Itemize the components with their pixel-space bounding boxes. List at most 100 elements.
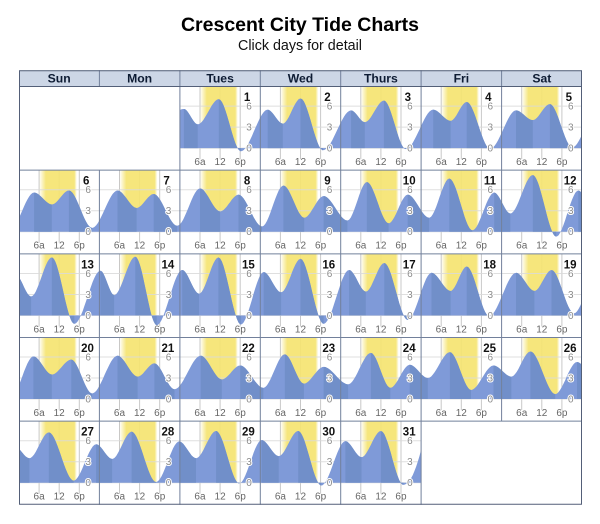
svg-text:5: 5 bbox=[566, 92, 573, 104]
svg-text:12: 12 bbox=[536, 408, 548, 419]
svg-text:18: 18 bbox=[483, 259, 496, 271]
svg-text:28: 28 bbox=[162, 427, 175, 439]
svg-text:6a: 6a bbox=[355, 492, 367, 503]
svg-text:12: 12 bbox=[295, 324, 307, 335]
svg-text:6: 6 bbox=[327, 353, 333, 364]
svg-text:6: 6 bbox=[568, 353, 574, 364]
svg-text:12: 12 bbox=[54, 408, 66, 419]
svg-text:6a: 6a bbox=[194, 492, 206, 503]
svg-text:3: 3 bbox=[327, 374, 333, 385]
svg-text:3: 3 bbox=[568, 206, 574, 217]
svg-text:6a: 6a bbox=[516, 241, 528, 252]
svg-text:6a: 6a bbox=[114, 492, 126, 503]
svg-text:6p: 6p bbox=[235, 408, 247, 419]
svg-text:3: 3 bbox=[488, 290, 494, 301]
svg-text:6a: 6a bbox=[194, 157, 206, 168]
svg-text:6a: 6a bbox=[114, 241, 126, 252]
svg-text:12: 12 bbox=[215, 408, 227, 419]
svg-text:12: 12 bbox=[375, 408, 387, 419]
svg-text:0: 0 bbox=[407, 395, 413, 406]
svg-text:6a: 6a bbox=[34, 408, 46, 419]
svg-text:12: 12 bbox=[134, 324, 146, 335]
svg-text:12: 12 bbox=[134, 492, 146, 503]
svg-text:6: 6 bbox=[166, 185, 172, 196]
svg-text:Wed: Wed bbox=[288, 71, 314, 85]
svg-text:4: 4 bbox=[485, 92, 492, 104]
svg-text:6a: 6a bbox=[114, 324, 126, 335]
svg-text:3: 3 bbox=[85, 206, 91, 217]
svg-text:3: 3 bbox=[407, 374, 413, 385]
svg-text:12: 12 bbox=[215, 492, 227, 503]
svg-text:6a: 6a bbox=[34, 241, 46, 252]
svg-text:6: 6 bbox=[83, 176, 89, 188]
svg-text:0: 0 bbox=[327, 395, 333, 406]
svg-text:6p: 6p bbox=[556, 408, 568, 419]
svg-text:6a: 6a bbox=[516, 324, 528, 335]
svg-text:6a: 6a bbox=[355, 157, 367, 168]
svg-text:6p: 6p bbox=[154, 492, 166, 503]
svg-text:1: 1 bbox=[244, 92, 251, 104]
svg-text:6a: 6a bbox=[194, 408, 206, 419]
svg-text:3: 3 bbox=[166, 290, 172, 301]
svg-text:2: 2 bbox=[324, 92, 330, 104]
svg-text:11: 11 bbox=[484, 176, 497, 188]
svg-text:Tues: Tues bbox=[206, 71, 234, 85]
svg-text:6a: 6a bbox=[275, 157, 287, 168]
svg-text:3: 3 bbox=[85, 457, 91, 468]
svg-text:6a: 6a bbox=[355, 241, 367, 252]
svg-text:9: 9 bbox=[324, 176, 330, 188]
svg-text:13: 13 bbox=[81, 259, 94, 271]
svg-text:12: 12 bbox=[215, 324, 227, 335]
svg-text:Sat: Sat bbox=[532, 71, 551, 85]
svg-text:6a: 6a bbox=[355, 324, 367, 335]
svg-text:3: 3 bbox=[327, 457, 333, 468]
svg-text:3: 3 bbox=[166, 374, 172, 385]
svg-text:6a: 6a bbox=[436, 324, 448, 335]
svg-text:3: 3 bbox=[407, 123, 413, 134]
svg-text:29: 29 bbox=[242, 427, 255, 439]
svg-text:0: 0 bbox=[407, 478, 413, 489]
svg-text:6: 6 bbox=[568, 269, 574, 280]
svg-text:6p: 6p bbox=[315, 408, 327, 419]
svg-text:6: 6 bbox=[246, 436, 252, 447]
svg-text:6p: 6p bbox=[395, 241, 407, 252]
svg-text:6: 6 bbox=[85, 185, 91, 196]
svg-text:12: 12 bbox=[375, 241, 387, 252]
svg-text:3: 3 bbox=[246, 374, 252, 385]
svg-text:6: 6 bbox=[327, 269, 333, 280]
svg-text:12: 12 bbox=[375, 324, 387, 335]
svg-text:6: 6 bbox=[246, 185, 252, 196]
svg-text:6a: 6a bbox=[275, 241, 287, 252]
svg-text:6a: 6a bbox=[516, 408, 528, 419]
svg-text:6p: 6p bbox=[74, 324, 86, 335]
svg-text:0: 0 bbox=[488, 227, 494, 238]
svg-text:3: 3 bbox=[568, 290, 574, 301]
svg-text:6a: 6a bbox=[194, 324, 206, 335]
svg-text:12: 12 bbox=[536, 241, 548, 252]
svg-text:26: 26 bbox=[564, 343, 577, 355]
svg-text:3: 3 bbox=[246, 290, 252, 301]
svg-text:3: 3 bbox=[488, 206, 494, 217]
svg-text:6: 6 bbox=[407, 269, 413, 280]
svg-text:6a: 6a bbox=[275, 324, 287, 335]
svg-text:0: 0 bbox=[327, 227, 333, 238]
svg-text:6p: 6p bbox=[154, 324, 166, 335]
svg-text:12: 12 bbox=[134, 408, 146, 419]
svg-text:12: 12 bbox=[134, 241, 146, 252]
svg-text:0: 0 bbox=[488, 395, 494, 406]
svg-text:6: 6 bbox=[246, 102, 252, 113]
svg-text:6: 6 bbox=[85, 353, 91, 364]
svg-text:6p: 6p bbox=[395, 324, 407, 335]
svg-text:0: 0 bbox=[327, 478, 333, 489]
svg-text:3: 3 bbox=[85, 290, 91, 301]
svg-text:0: 0 bbox=[246, 478, 252, 489]
svg-text:6p: 6p bbox=[74, 492, 86, 503]
svg-text:6: 6 bbox=[166, 269, 172, 280]
svg-text:Fri: Fri bbox=[454, 71, 470, 85]
svg-text:19: 19 bbox=[564, 259, 577, 271]
svg-text:0: 0 bbox=[568, 311, 574, 322]
svg-text:6p: 6p bbox=[154, 241, 166, 252]
svg-text:7: 7 bbox=[163, 176, 169, 188]
svg-text:6: 6 bbox=[166, 353, 172, 364]
svg-text:12: 12 bbox=[456, 241, 468, 252]
